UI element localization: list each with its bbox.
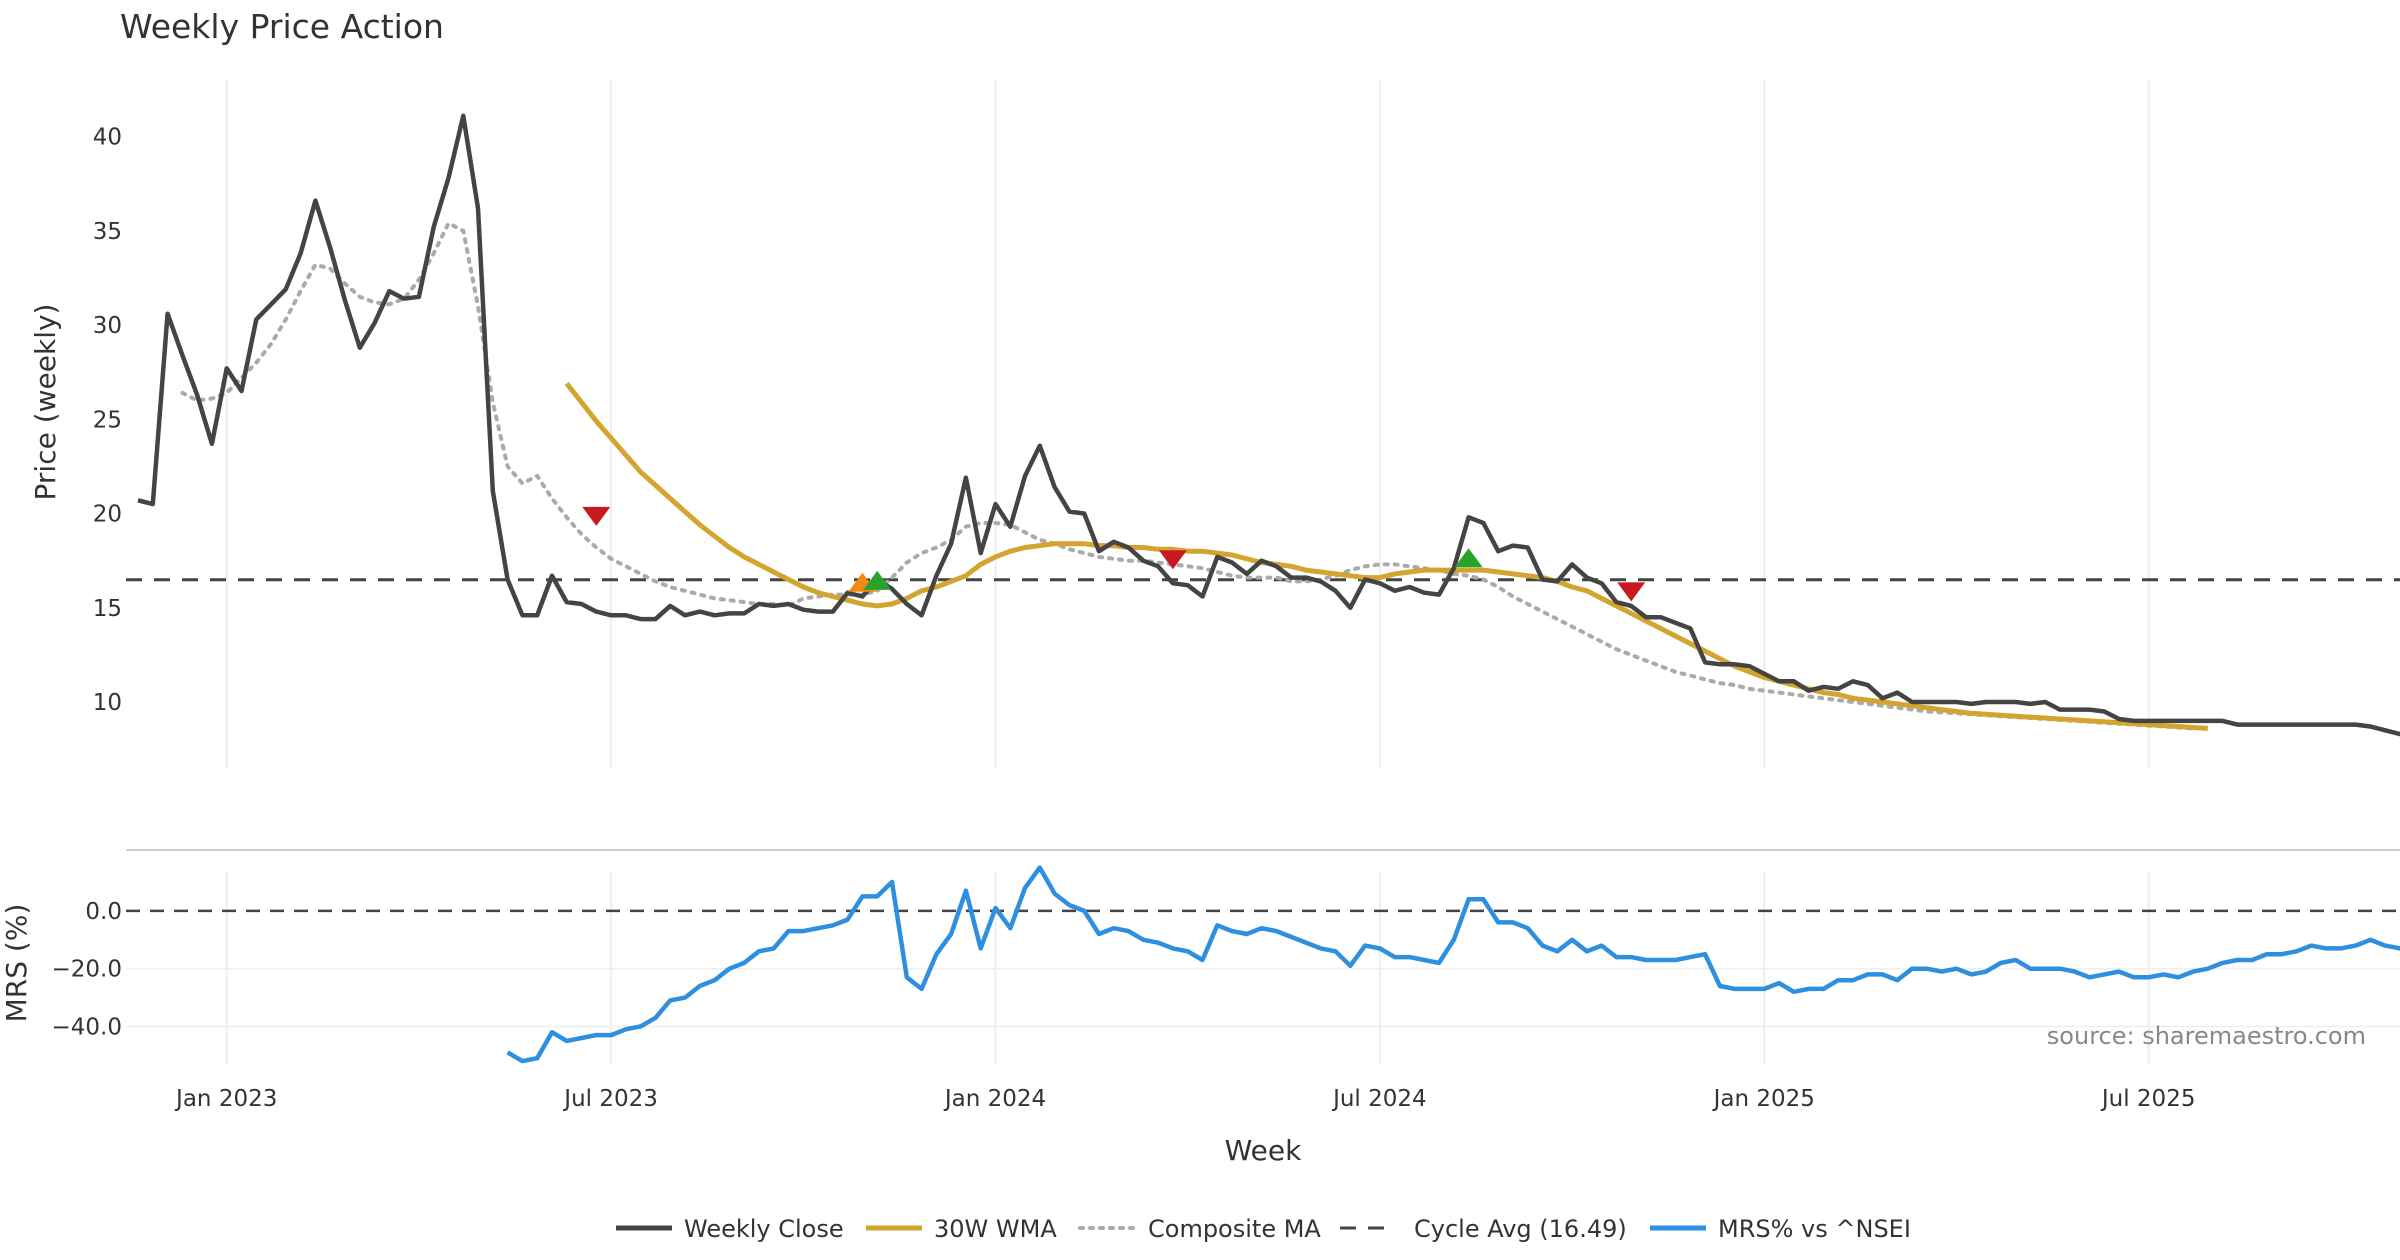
x-axis-title: Week [1225,1134,1302,1167]
legend-item-30w-wma: 30W WMA [866,1215,1057,1243]
x-axis: Jan 2023 Jul 2023 Jan 2024 Jul 2024 Jan 2025… [174,1086,2195,1112]
wma-30w-line [564,381,2208,731]
legend-item-weekly-close: Weekly Close [616,1215,844,1243]
mrs-y-tick-label: −20.0 [52,957,122,983]
series [137,113,2400,1064]
legend-label-composite-ma: Composite MA [1148,1215,1321,1243]
legend-item-mrs: MRS% vs ^NSEI [1650,1215,1911,1243]
legend: Weekly Close 30W WMA Composite MA Cycle … [616,1215,1911,1243]
mrs-line [506,865,2400,1064]
x-tick-label: Jan 2024 [943,1086,1046,1112]
mrs-y-axis-title: MRS (%) [0,904,33,1023]
legend-label-mrs: MRS% vs ^NSEI [1718,1215,1911,1243]
mrs-y-axis: 0.0 −20.0 −40.0 [52,899,122,1041]
mrs-y-tick-label: −40.0 [52,1014,122,1040]
price-y-tick-label: 35 [93,219,122,245]
sell-signal-marker [582,506,611,526]
mrs-y-tick-label: 0.0 [85,899,122,925]
price-y-tick-label: 40 [93,125,122,151]
weekly-close-line [137,113,2400,737]
price-y-tick-label: 25 [93,407,122,433]
reference-lines [126,578,2400,913]
x-tick-label: Jul 2024 [1331,1086,1427,1112]
composite-ma-line [180,221,2195,731]
x-tick-label: Jan 2025 [1712,1086,1815,1112]
chart-title: Weekly Price Action [120,7,444,46]
legend-item-cycle-avg: Cycle Avg (16.49) [1340,1215,1627,1243]
x-tick-label: Jan 2023 [174,1086,277,1112]
price-y-tick-label: 10 [93,690,122,716]
buy-signal-marker [863,570,892,590]
legend-label-30w-wma: 30W WMA [934,1215,1057,1243]
legend-item-composite-ma: Composite MA [1078,1215,1321,1243]
sell-signal-marker [1617,582,1646,602]
legend-label-weekly-close: Weekly Close [684,1215,844,1243]
price-y-tick-label: 20 [93,502,122,528]
legend-label-cycle-avg: Cycle Avg (16.49) [1414,1215,1627,1243]
sell-signal-marker [1158,550,1187,570]
grid [126,80,2400,1064]
x-tick-label: Jul 2023 [562,1086,658,1112]
x-tick-label: Jul 2025 [2100,1086,2196,1112]
price-y-axis: 10 15 20 25 30 35 40 [93,125,122,716]
price-y-tick-label: 15 [93,596,122,622]
price-y-tick-label: 30 [93,313,122,339]
source-note: source: sharemaestro.com [2047,1022,2366,1050]
price-y-axis-title: Price (weekly) [29,304,62,501]
buy-signal-marker [1454,548,1483,568]
signals [582,506,1646,602]
